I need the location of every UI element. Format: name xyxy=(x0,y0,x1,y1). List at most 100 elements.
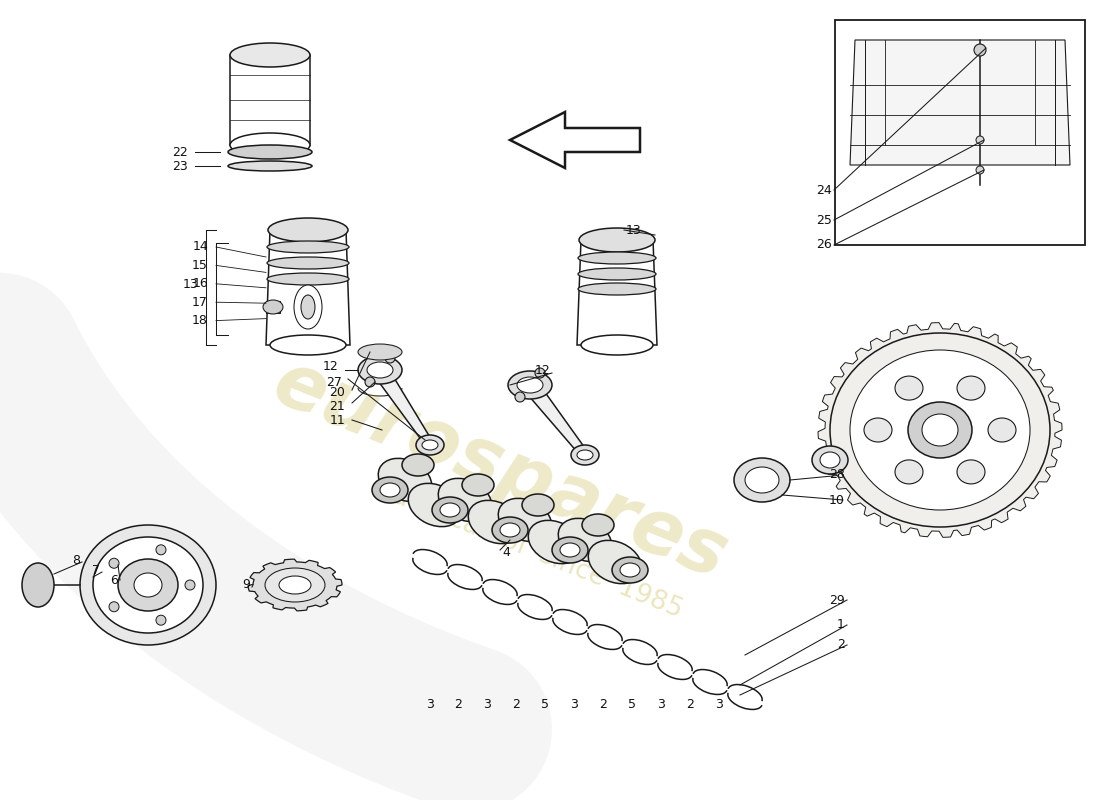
Text: 3: 3 xyxy=(483,698,491,711)
Circle shape xyxy=(156,545,166,555)
Ellipse shape xyxy=(294,285,322,329)
Polygon shape xyxy=(818,322,1062,538)
Text: 15: 15 xyxy=(192,259,208,272)
Text: 3: 3 xyxy=(715,698,723,711)
Ellipse shape xyxy=(620,563,640,577)
Text: 6: 6 xyxy=(110,574,118,586)
Ellipse shape xyxy=(612,557,648,583)
Text: 2: 2 xyxy=(600,698,607,711)
Text: 5: 5 xyxy=(628,698,636,711)
Ellipse shape xyxy=(268,218,348,242)
Circle shape xyxy=(109,602,119,612)
Polygon shape xyxy=(850,40,1070,165)
Text: 8: 8 xyxy=(72,554,80,566)
Ellipse shape xyxy=(432,497,468,523)
Ellipse shape xyxy=(402,454,434,476)
Ellipse shape xyxy=(522,494,554,516)
Ellipse shape xyxy=(500,523,520,537)
Text: 3: 3 xyxy=(570,698,578,711)
Text: 2: 2 xyxy=(454,698,462,711)
Text: 12: 12 xyxy=(322,361,338,374)
Ellipse shape xyxy=(134,573,162,597)
Ellipse shape xyxy=(230,43,310,67)
Text: 11: 11 xyxy=(329,414,345,426)
Text: 2: 2 xyxy=(513,698,520,711)
Ellipse shape xyxy=(438,478,492,522)
Ellipse shape xyxy=(469,500,521,544)
Ellipse shape xyxy=(118,559,178,611)
Ellipse shape xyxy=(571,445,600,465)
Text: 18: 18 xyxy=(192,314,208,327)
Ellipse shape xyxy=(895,460,923,484)
Ellipse shape xyxy=(408,483,462,526)
Text: 14: 14 xyxy=(192,241,208,254)
Text: 7: 7 xyxy=(92,563,100,577)
Ellipse shape xyxy=(492,517,528,543)
Ellipse shape xyxy=(267,273,349,285)
Ellipse shape xyxy=(263,300,283,314)
Text: 5: 5 xyxy=(541,698,549,711)
Ellipse shape xyxy=(372,477,408,503)
Ellipse shape xyxy=(579,228,654,252)
Polygon shape xyxy=(266,230,350,345)
Ellipse shape xyxy=(560,543,580,557)
Text: 29: 29 xyxy=(829,594,845,606)
Text: 17: 17 xyxy=(192,296,208,309)
Ellipse shape xyxy=(379,483,400,497)
Ellipse shape xyxy=(908,402,972,458)
Ellipse shape xyxy=(734,458,790,502)
Ellipse shape xyxy=(581,335,653,355)
Text: 2: 2 xyxy=(837,638,845,651)
Ellipse shape xyxy=(922,414,958,446)
Circle shape xyxy=(385,353,395,363)
Ellipse shape xyxy=(578,283,656,295)
Text: 10: 10 xyxy=(829,494,845,506)
Ellipse shape xyxy=(745,467,779,493)
Text: 27: 27 xyxy=(326,375,342,389)
Polygon shape xyxy=(248,559,342,611)
Ellipse shape xyxy=(440,503,460,517)
Ellipse shape xyxy=(22,563,54,607)
Circle shape xyxy=(156,615,166,625)
Text: 26: 26 xyxy=(816,238,832,251)
Polygon shape xyxy=(230,55,310,145)
Ellipse shape xyxy=(812,446,848,474)
Circle shape xyxy=(365,377,375,387)
Ellipse shape xyxy=(94,537,204,633)
Circle shape xyxy=(515,392,525,402)
Ellipse shape xyxy=(957,376,984,400)
Text: 25: 25 xyxy=(816,214,832,226)
Ellipse shape xyxy=(578,268,656,280)
Ellipse shape xyxy=(80,525,216,645)
Circle shape xyxy=(976,166,984,174)
Ellipse shape xyxy=(230,133,310,157)
Ellipse shape xyxy=(988,418,1016,442)
Text: 13: 13 xyxy=(626,223,641,237)
Ellipse shape xyxy=(850,350,1030,510)
Ellipse shape xyxy=(498,498,552,542)
Ellipse shape xyxy=(358,344,402,360)
Ellipse shape xyxy=(270,335,346,355)
Ellipse shape xyxy=(267,241,349,253)
Text: 20: 20 xyxy=(329,386,345,399)
Text: 16: 16 xyxy=(192,278,208,290)
Text: 3: 3 xyxy=(426,698,433,711)
Ellipse shape xyxy=(462,474,494,496)
Text: 21: 21 xyxy=(329,399,345,413)
Polygon shape xyxy=(578,240,657,345)
Text: 4: 4 xyxy=(502,546,510,558)
FancyBboxPatch shape xyxy=(835,20,1085,245)
Ellipse shape xyxy=(422,440,438,450)
Text: 23: 23 xyxy=(173,159,188,173)
Ellipse shape xyxy=(830,333,1050,527)
Text: 9: 9 xyxy=(242,578,250,591)
Ellipse shape xyxy=(265,568,324,602)
Ellipse shape xyxy=(378,458,431,502)
Text: autoricambi  since  1985: autoricambi since 1985 xyxy=(373,477,686,623)
Ellipse shape xyxy=(578,252,656,264)
Ellipse shape xyxy=(957,460,984,484)
Polygon shape xyxy=(266,301,280,313)
Circle shape xyxy=(185,580,195,590)
Ellipse shape xyxy=(517,377,543,393)
Text: 3: 3 xyxy=(657,698,664,711)
